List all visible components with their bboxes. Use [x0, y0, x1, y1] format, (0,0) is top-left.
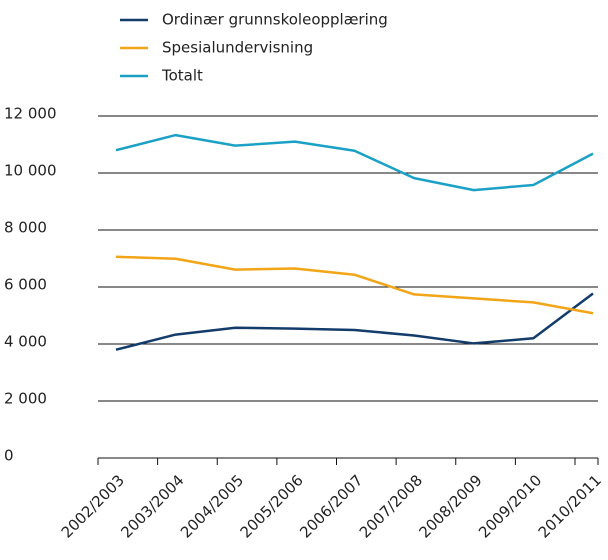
legend-label: Ordinær grunnskoleopplæring [162, 11, 388, 29]
x-tick-label: 2008/2009 [415, 471, 485, 541]
x-tick-label: 2010/2011 [535, 471, 605, 541]
x-tick-label: 2007/2008 [356, 471, 426, 541]
x-tick-label: 2009/2010 [475, 471, 545, 541]
x-tick-label: 2005/2006 [237, 471, 307, 541]
y-tick-label: 8 000 [4, 219, 47, 237]
x-tick-label: 2003/2004 [117, 471, 187, 541]
legend-label: Spesialundervisning [162, 39, 313, 57]
x-tick-label: 2002/2003 [58, 471, 128, 541]
series-line [115, 292, 594, 351]
series-line [115, 133, 594, 192]
x-tick-label: 2004/2005 [177, 471, 247, 541]
legend-label: Totalt [161, 67, 203, 85]
y-tick-label: 10 000 [4, 162, 57, 180]
y-tick-label: 6 000 [4, 276, 47, 294]
x-tick-label: 2006/2007 [296, 471, 366, 541]
y-tick-label: 12 000 [4, 105, 57, 123]
series-line [115, 255, 594, 315]
y-tick-label: 2 000 [4, 390, 47, 408]
y-tick-label: 4 000 [4, 333, 47, 351]
y-tick-label: 0 [4, 447, 14, 465]
